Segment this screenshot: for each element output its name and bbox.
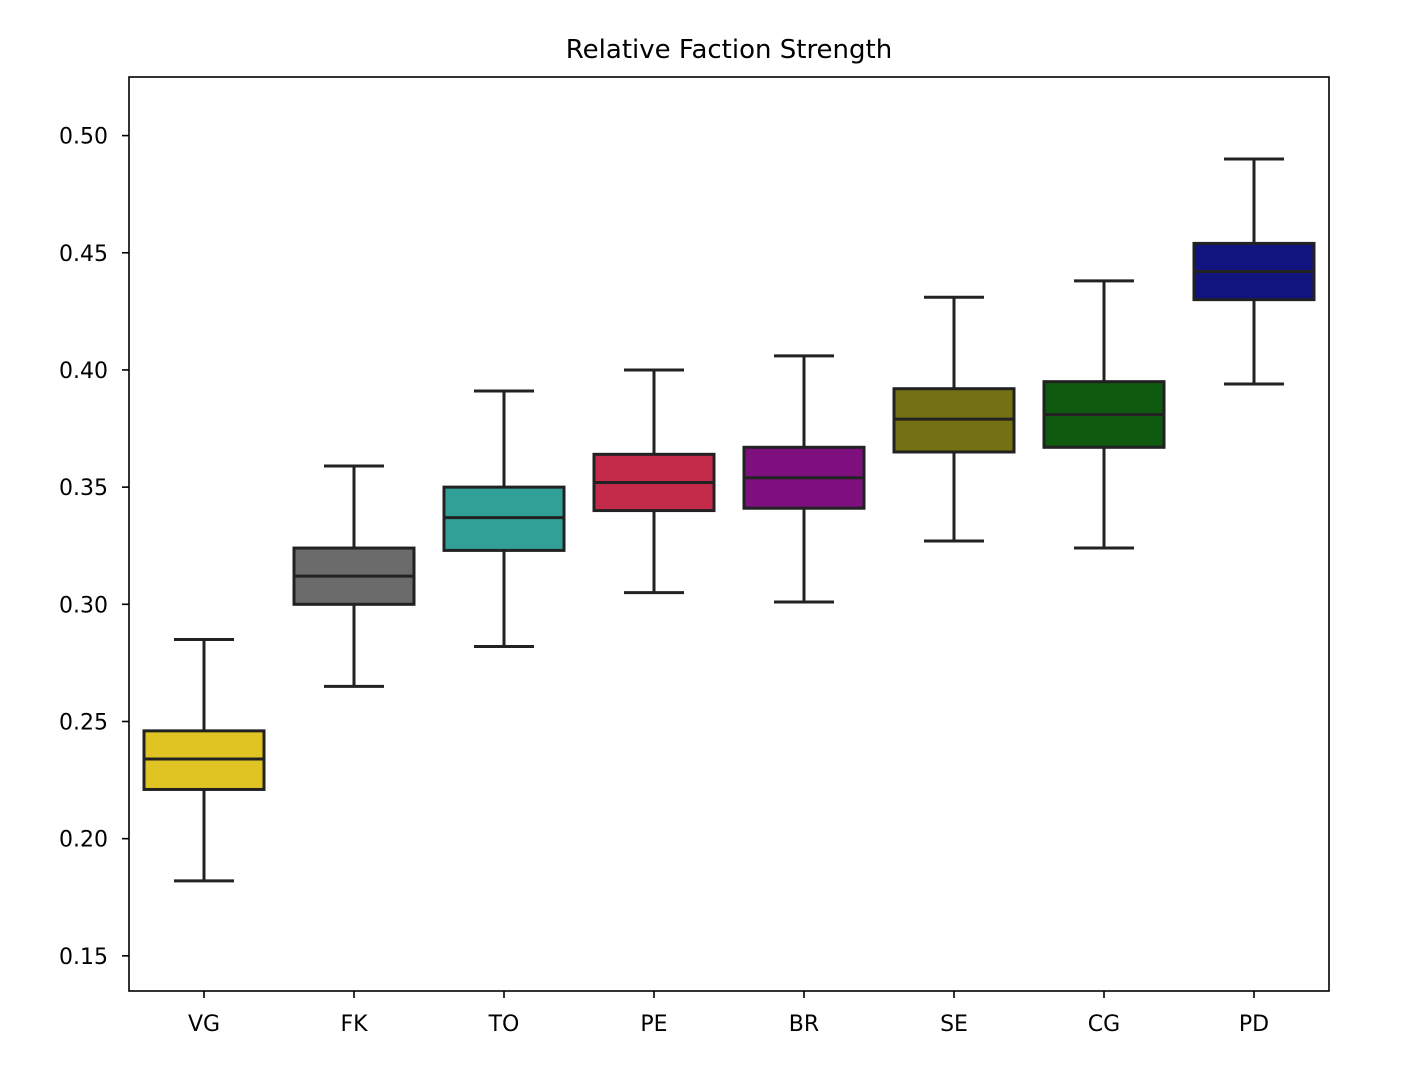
- y-tick-label: 0.30: [59, 593, 108, 618]
- x-tick-label: PD: [1239, 1012, 1269, 1037]
- box-series: [142, 157, 1316, 883]
- x-tick-label: PE: [640, 1012, 667, 1037]
- chart-title: Relative Faction Strength: [566, 35, 892, 65]
- x-tick-label: VG: [188, 1012, 220, 1037]
- x-axis: VG FK TO PE BR SE CG PD: [188, 991, 1269, 1037]
- box-pe: [592, 368, 716, 595]
- y-tick-label: 0.20: [59, 828, 108, 853]
- y-tick-label: 0.15: [59, 945, 108, 970]
- plot-area-frame: [128, 76, 1330, 992]
- x-tick-label: BR: [789, 1012, 819, 1037]
- box-to: [442, 389, 566, 648]
- y-axis: 0.15 0.20 0.25 0.30 0.35 0.40 0.45 0.50: [59, 125, 129, 970]
- y-tick-label: 0.25: [59, 710, 108, 735]
- y-tick-label: 0.40: [59, 359, 108, 384]
- box-cg: [1042, 279, 1166, 550]
- y-tick-label: 0.45: [59, 242, 108, 267]
- box-fk: [292, 464, 416, 688]
- x-tick-label: TO: [488, 1012, 520, 1037]
- y-tick-label: 0.35: [59, 476, 108, 501]
- box-br: [742, 354, 866, 604]
- box-vg: [142, 637, 266, 883]
- box-pd: [1192, 157, 1316, 386]
- x-tick-label: SE: [940, 1012, 968, 1037]
- y-tick-label: 0.50: [59, 125, 108, 150]
- box-se: [892, 295, 1016, 543]
- x-tick-label: FK: [340, 1012, 368, 1037]
- x-tick-label: CG: [1088, 1012, 1120, 1037]
